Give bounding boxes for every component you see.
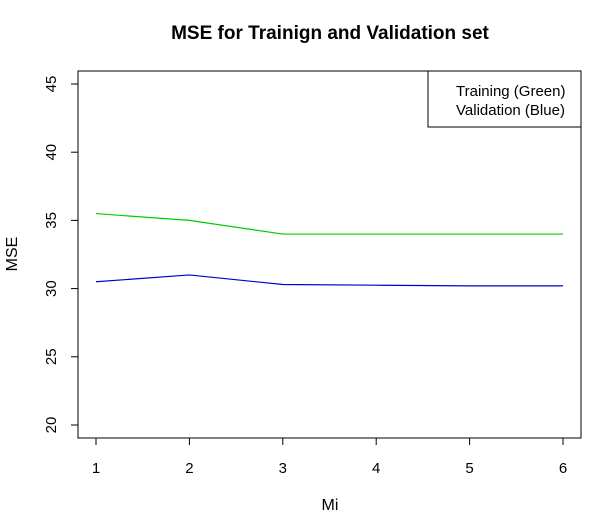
y-tick-label: 20 <box>43 417 60 434</box>
y-axis: 20 25 30 35 40 45 <box>43 76 79 434</box>
y-tick-label: 40 <box>43 144 60 161</box>
series-line-training <box>95 212 563 235</box>
y-tick-label: 25 <box>43 348 60 365</box>
x-tick-label: 4 <box>372 460 380 477</box>
legend-box <box>427 70 582 128</box>
x-tick-label: 1 <box>92 460 100 477</box>
legend-entry-validation: Validation (Blue) <box>456 102 565 119</box>
y-tick-label: 30 <box>43 280 60 297</box>
x-tick-label: 3 <box>279 460 287 477</box>
x-axis: 1 2 3 4 5 6 <box>92 437 567 477</box>
x-tick-label: 2 <box>185 460 193 477</box>
legend-entry-training: Training (Green) <box>456 83 565 100</box>
y-tick-label: 45 <box>43 76 60 93</box>
y-axis-label: MSE <box>4 237 21 272</box>
series-line-validation <box>95 274 563 287</box>
x-tick-label: 5 <box>465 460 473 477</box>
y-tick-label: 35 <box>43 212 60 229</box>
legend: Training (Green) Validation (Blue) <box>427 70 582 128</box>
series-layer <box>95 212 563 287</box>
x-axis-label: Mi <box>322 497 339 514</box>
chart-title: MSE for Trainign and Validation set <box>171 23 489 44</box>
x-tick-label: 6 <box>559 460 567 477</box>
